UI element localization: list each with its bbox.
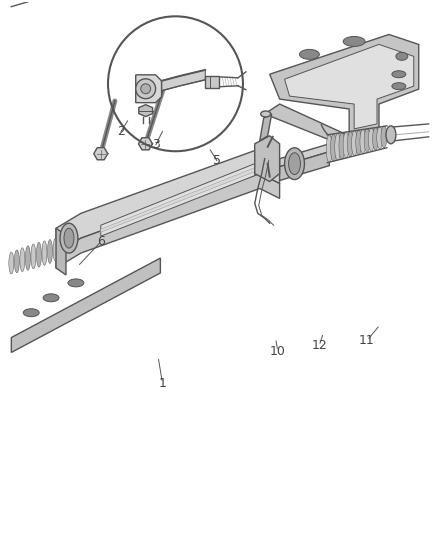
- Ellipse shape: [396, 52, 408, 60]
- Polygon shape: [139, 104, 152, 117]
- Ellipse shape: [289, 153, 300, 175]
- Ellipse shape: [261, 111, 271, 117]
- Polygon shape: [56, 174, 279, 268]
- Ellipse shape: [331, 134, 336, 161]
- Ellipse shape: [343, 132, 349, 158]
- Polygon shape: [265, 104, 349, 144]
- Ellipse shape: [43, 294, 59, 302]
- Circle shape: [141, 84, 151, 94]
- Ellipse shape: [300, 50, 319, 59]
- Polygon shape: [260, 114, 272, 141]
- Polygon shape: [270, 35, 419, 136]
- Text: 5: 5: [213, 154, 221, 167]
- Polygon shape: [255, 136, 279, 182]
- Polygon shape: [138, 138, 152, 150]
- Polygon shape: [56, 228, 66, 275]
- Polygon shape: [279, 144, 329, 167]
- Ellipse shape: [343, 36, 365, 46]
- Ellipse shape: [347, 132, 353, 157]
- Ellipse shape: [352, 131, 357, 156]
- Text: 1: 1: [159, 376, 166, 390]
- Ellipse shape: [25, 246, 30, 270]
- Text: 12: 12: [311, 340, 327, 352]
- Ellipse shape: [53, 238, 58, 261]
- Polygon shape: [56, 149, 279, 253]
- Polygon shape: [101, 164, 255, 236]
- Ellipse shape: [377, 126, 383, 149]
- Text: 3: 3: [152, 138, 160, 151]
- Ellipse shape: [386, 126, 396, 144]
- Polygon shape: [11, 258, 160, 352]
- Text: 11: 11: [359, 334, 375, 347]
- Ellipse shape: [381, 126, 387, 148]
- Ellipse shape: [364, 128, 370, 152]
- Polygon shape: [279, 152, 329, 181]
- Ellipse shape: [31, 244, 36, 269]
- Ellipse shape: [392, 71, 406, 78]
- Polygon shape: [94, 148, 108, 160]
- Polygon shape: [101, 168, 255, 232]
- Ellipse shape: [23, 309, 39, 317]
- Ellipse shape: [64, 228, 74, 248]
- Ellipse shape: [368, 128, 374, 151]
- Polygon shape: [162, 70, 205, 91]
- Ellipse shape: [36, 243, 42, 267]
- Ellipse shape: [392, 83, 406, 90]
- Ellipse shape: [356, 130, 362, 155]
- Ellipse shape: [68, 279, 84, 287]
- Ellipse shape: [373, 127, 378, 150]
- FancyBboxPatch shape: [205, 76, 219, 88]
- Ellipse shape: [59, 237, 64, 259]
- Ellipse shape: [339, 133, 345, 159]
- Ellipse shape: [20, 248, 25, 272]
- Ellipse shape: [14, 250, 19, 273]
- Circle shape: [136, 79, 155, 99]
- Text: 10: 10: [270, 345, 286, 358]
- Text: 6: 6: [98, 235, 106, 247]
- Ellipse shape: [42, 241, 47, 265]
- Polygon shape: [285, 44, 414, 129]
- Polygon shape: [136, 75, 162, 103]
- Ellipse shape: [335, 133, 341, 160]
- Ellipse shape: [285, 148, 304, 180]
- Ellipse shape: [326, 135, 332, 163]
- Ellipse shape: [47, 239, 53, 263]
- Ellipse shape: [9, 252, 14, 274]
- Ellipse shape: [360, 130, 366, 154]
- Text: 2: 2: [117, 125, 125, 138]
- Ellipse shape: [60, 223, 78, 253]
